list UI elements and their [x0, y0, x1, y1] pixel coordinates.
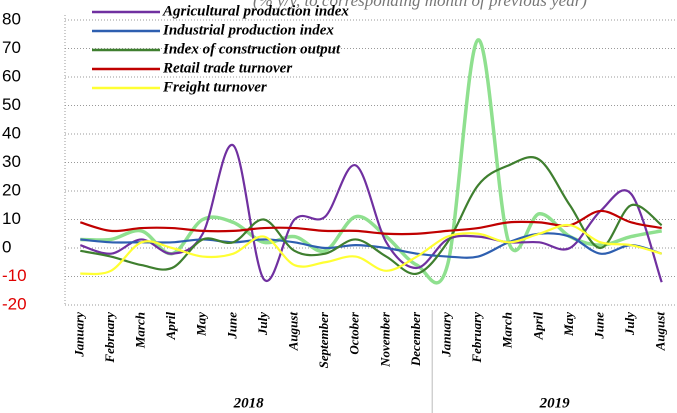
y-tick-label: 20 — [2, 180, 21, 199]
y-tick-label: 0 — [2, 237, 11, 256]
x-tick-label: February — [102, 312, 117, 364]
y-tick-label: 70 — [2, 38, 21, 57]
x-tick-label: October — [347, 311, 362, 355]
y-tick-label: 10 — [2, 209, 21, 228]
chart-subtitle: (% y/y, to corresponding month of previo… — [253, 0, 587, 10]
legend-label: Freight turnover — [162, 79, 267, 95]
year-label: 2018 — [233, 395, 265, 411]
x-tick-label: January — [71, 312, 86, 358]
x-tick-label: January — [438, 312, 453, 358]
y-tick-label: -20 — [2, 294, 27, 313]
y-tick-label: -10 — [2, 266, 27, 285]
x-tick-label: March — [500, 312, 515, 349]
x-tick-label: December — [408, 311, 423, 367]
series-line — [80, 156, 663, 275]
x-tick-label: April — [163, 312, 178, 341]
y-tick-label: 50 — [2, 95, 21, 114]
x-tick-label: August — [285, 312, 300, 352]
series-line — [80, 223, 662, 276]
x-tick-label: June — [224, 312, 239, 340]
x-tick-label: July — [622, 312, 637, 336]
y-tick-label: 40 — [2, 123, 21, 142]
y-tick-label: 80 — [2, 9, 21, 28]
x-tick-label: August — [653, 312, 668, 352]
x-tick-label: February — [469, 312, 484, 364]
x-tick-label: June — [591, 312, 606, 340]
y-tick-label: 30 — [2, 152, 21, 171]
x-tick-label: November — [377, 311, 392, 368]
year-label: 2019 — [539, 395, 571, 411]
legend-label: Industrial production index — [162, 22, 334, 38]
legend-label: Retail trade turnover — [162, 60, 292, 76]
legend-label: Agricultural production index — [162, 3, 349, 19]
x-tick-label: May — [194, 312, 209, 337]
x-tick-label: March — [132, 312, 147, 349]
x-tick-label: July — [255, 312, 270, 336]
legend-label: Index of construction output — [162, 41, 341, 57]
x-tick-label: September — [316, 311, 331, 368]
y-tick-label: 60 — [2, 66, 21, 85]
x-tick-label: April — [530, 312, 545, 341]
x-tick-label: May — [561, 312, 576, 337]
